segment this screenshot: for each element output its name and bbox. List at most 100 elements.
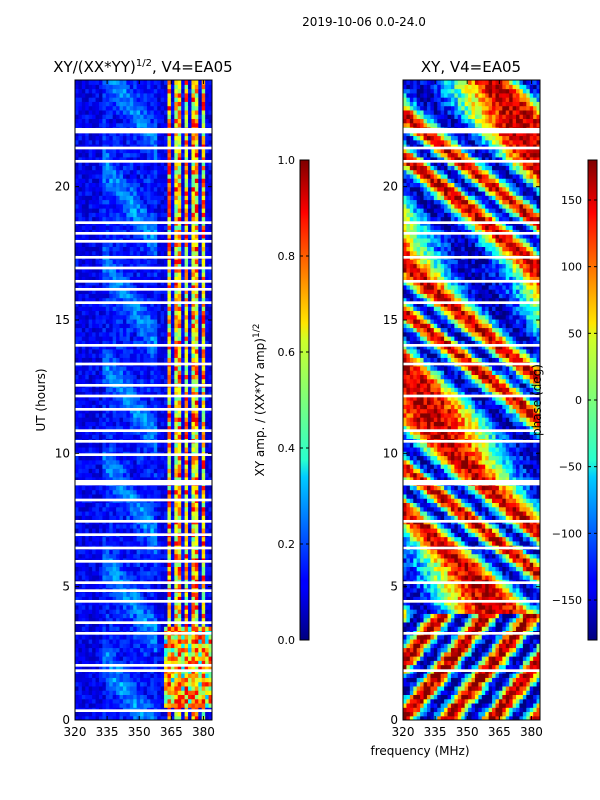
amp-heatmap-cell xyxy=(136,408,141,414)
amp-heatmap-cell xyxy=(136,212,141,218)
amp-heatmap-cell xyxy=(75,673,80,678)
amp-heatmap-cell xyxy=(198,664,203,670)
amp-heatmap-cell xyxy=(95,468,100,474)
amp-heatmap-cell xyxy=(95,263,100,269)
amp-heatmap-cell xyxy=(98,284,103,290)
amp-heatmap-cell xyxy=(208,425,212,431)
amp-heatmap-cell xyxy=(201,250,206,256)
amp-heatmap-cell xyxy=(140,301,145,307)
amp-heatmap-cell xyxy=(95,327,100,333)
amp-heatmap-cell xyxy=(160,698,165,704)
amp-heatmap-cell xyxy=(194,208,199,213)
amp-heatmap-cell xyxy=(164,715,169,720)
amp-heatmap-cell xyxy=(170,391,175,397)
amp-heatmap-cell xyxy=(88,609,93,614)
amp-heatmap-cell xyxy=(198,596,203,602)
amp-heatmap-cell xyxy=(85,186,90,192)
amp-heatmap-cell xyxy=(188,660,193,666)
amp-heatmap-cell xyxy=(177,208,182,213)
amp-heatmap-cell xyxy=(81,455,86,461)
amp-heatmap-cell xyxy=(191,523,196,529)
amp-heatmap-cell xyxy=(160,259,165,265)
amp-heatmap-cell xyxy=(140,553,145,559)
amp-heatmap-cell xyxy=(157,199,162,205)
amp-heatmap-cell xyxy=(177,357,182,363)
amp-heatmap-cell xyxy=(136,387,141,393)
amp-heatmap-cell xyxy=(170,711,175,717)
amp-heatmap-cell xyxy=(78,314,83,320)
amp-heatmap-cell xyxy=(75,592,80,597)
amp-heatmap-cell xyxy=(136,596,141,602)
amp-heatmap-cell xyxy=(153,523,158,529)
amp-heatmap-cell xyxy=(88,203,93,209)
amp-heatmap-cell xyxy=(95,340,100,346)
amp-heatmap-cell xyxy=(116,199,121,205)
amp-heatmap-cell xyxy=(85,574,90,580)
amp-heatmap-cell xyxy=(150,314,155,320)
amp-heatmap-cell xyxy=(105,664,110,670)
amp-heatmap-cell xyxy=(201,276,206,282)
amp-heatmap-cell xyxy=(170,442,175,448)
amp-heatmap-cell xyxy=(181,660,186,666)
amp-heatmap-cell xyxy=(170,626,175,631)
amp-heatmap-cell xyxy=(112,195,117,201)
amp-heatmap-cell xyxy=(160,263,165,269)
amp-heatmap-cell xyxy=(129,515,134,521)
amp-heatmap-cell xyxy=(150,340,155,346)
amp-heatmap-cell xyxy=(191,643,196,649)
amp-heatmap-cell xyxy=(164,203,169,209)
amp-heatmap-cell xyxy=(191,323,196,329)
amp-heatmap-cell xyxy=(184,510,189,516)
amp-heatmap-cell xyxy=(122,638,127,644)
amp-heatmap-cell xyxy=(116,340,121,346)
amp-heatmap-cell xyxy=(92,694,97,700)
amp-heatmap-cell xyxy=(88,574,93,580)
amp-heatmap-cell xyxy=(188,600,193,606)
amp-heatmap-cell xyxy=(153,570,158,576)
amp-heatmap-cell xyxy=(150,442,155,448)
amp-heatmap-cell xyxy=(198,583,203,589)
amp-heatmap-cell xyxy=(208,267,212,273)
amp-heatmap-cell xyxy=(88,263,93,269)
amp-heatmap-cell xyxy=(78,378,83,384)
amp-heatmap-cell xyxy=(102,425,107,431)
amp-heatmap-cell xyxy=(75,272,80,277)
amp-heatmap-cell xyxy=(122,617,127,623)
amp-heatmap-cell xyxy=(160,446,165,452)
amp-heatmap-cell xyxy=(119,199,124,205)
amp-heatmap-cell xyxy=(78,570,83,576)
amp-heatmap-cell xyxy=(88,233,93,239)
amp-heatmap-cell xyxy=(167,464,172,469)
amp-heatmap-cell xyxy=(167,502,172,508)
amp-heatmap-cell xyxy=(129,408,134,414)
amp-heatmap-cell xyxy=(191,506,196,512)
amp-heatmap-cell xyxy=(160,212,165,218)
amp-heatmap-cell xyxy=(105,293,110,299)
amp-heatmap-cell xyxy=(98,468,103,474)
amp-heatmap-cell xyxy=(85,570,90,576)
amp-heatmap-cell xyxy=(78,515,83,521)
amp-heatmap-cell xyxy=(105,694,110,700)
amp-heatmap-cell xyxy=(102,391,107,397)
amp-heatmap-cell xyxy=(205,250,210,256)
amp-heatmap-cell xyxy=(170,344,175,350)
amp-heatmap-cell xyxy=(92,310,97,316)
amp-heatmap-cell xyxy=(167,408,172,414)
amp-heatmap-cell xyxy=(81,263,86,269)
amp-heatmap-cell xyxy=(85,190,90,196)
amp-heatmap-cell xyxy=(164,327,169,333)
amp-heatmap-cell xyxy=(181,190,186,196)
amp-heatmap-cell xyxy=(205,464,210,469)
amp-heatmap-cell xyxy=(119,276,124,282)
amp-heatmap-cell xyxy=(92,459,97,465)
amp-heatmap-cell xyxy=(78,404,83,410)
amp-heatmap-cell xyxy=(133,583,138,589)
amp-heatmap-cell xyxy=(116,643,121,649)
amp-heatmap-cell xyxy=(119,233,124,239)
amp-heatmap-cell xyxy=(133,195,138,201)
amp-heatmap-cell xyxy=(194,468,199,474)
amp-heatmap-cell xyxy=(136,455,141,461)
amp-heatmap-cell xyxy=(140,331,145,337)
amp-heatmap-cell xyxy=(153,604,158,610)
amp-heatmap-cell xyxy=(174,340,179,346)
